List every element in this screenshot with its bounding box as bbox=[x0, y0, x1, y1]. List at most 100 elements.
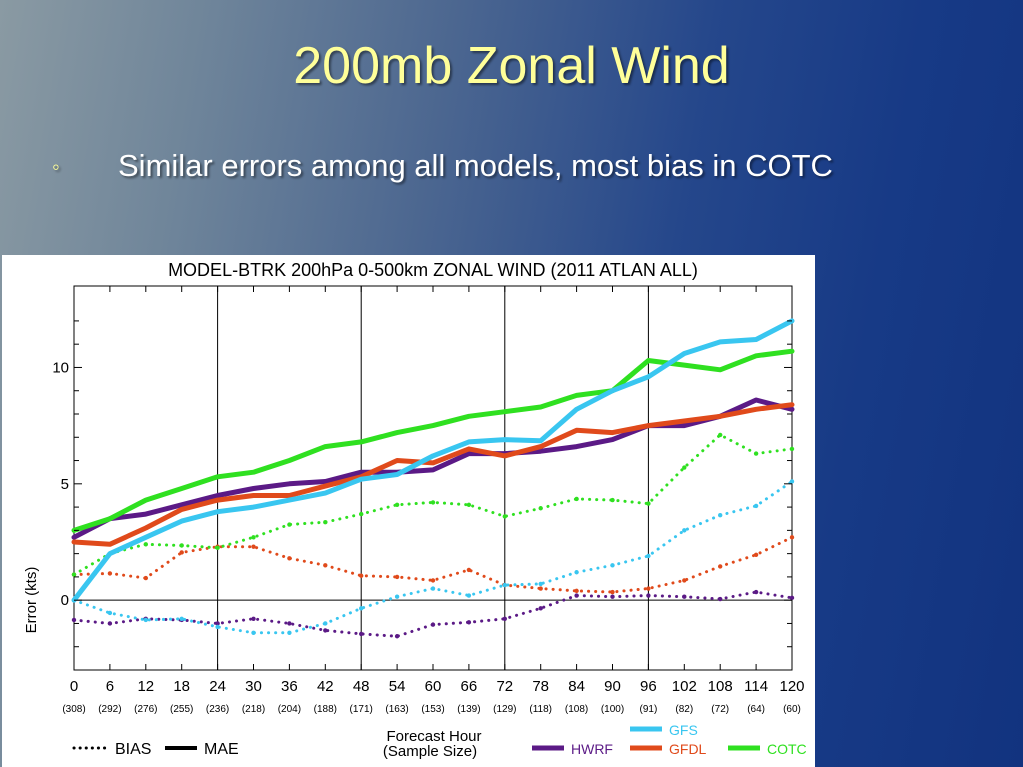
bias-point-hwrf bbox=[753, 589, 759, 595]
legend-label-gfs: GFS bbox=[669, 722, 698, 738]
bias-point-gfdl bbox=[251, 544, 256, 549]
sample-size-label: (153) bbox=[421, 704, 444, 715]
legend-bias-label: BIAS bbox=[115, 741, 151, 758]
bias-point-cotc bbox=[215, 545, 220, 551]
sample-size-label: (60) bbox=[783, 704, 801, 715]
bias-point-gfs bbox=[466, 593, 472, 598]
bias-point-hwrf bbox=[251, 616, 256, 621]
bias-point-gfs bbox=[251, 630, 256, 635]
sample-size-label: (236) bbox=[206, 704, 229, 715]
bullet-text: Similar errors among all models, most bi… bbox=[118, 148, 833, 183]
bias-point-cotc bbox=[466, 502, 472, 507]
bias-point-gfs bbox=[502, 582, 507, 588]
bias-point-cotc bbox=[538, 506, 543, 511]
mae-line-hwrf bbox=[71, 397, 795, 540]
y-tick-label: 5 bbox=[61, 476, 69, 493]
legend-label-gfdl: GFDL bbox=[669, 741, 707, 757]
x-tick-label: 42 bbox=[317, 678, 334, 695]
bias-point-gfs bbox=[682, 528, 687, 533]
bias-point-cotc bbox=[359, 511, 364, 517]
bias-point-cotc bbox=[610, 497, 615, 503]
bias-point-gfdl bbox=[179, 550, 184, 555]
x-tick-label: 90 bbox=[604, 678, 621, 695]
x-tick-label: 114 bbox=[744, 678, 768, 695]
bias-point-gfdl bbox=[718, 564, 723, 569]
bias-point-gfdl bbox=[682, 578, 687, 583]
bias-point-hwrf bbox=[574, 593, 579, 598]
sample-size-label: (118) bbox=[529, 704, 552, 715]
bias-point-gfs bbox=[430, 586, 436, 591]
x-tick-label: 48 bbox=[353, 678, 370, 695]
y-axis-label: Error (kts) bbox=[23, 567, 40, 634]
bias-point-gfdl bbox=[287, 556, 292, 561]
bias-point-gfdl bbox=[359, 573, 364, 578]
sample-size-label: (139) bbox=[457, 704, 480, 715]
bias-point-hwrf bbox=[718, 596, 723, 602]
bias-point-cotc bbox=[179, 543, 184, 548]
bias-point-gfs bbox=[538, 581, 543, 587]
error-chart: MODEL-BTRK 200hPa 0-500km ZONAL WIND (20… bbox=[23, 260, 807, 760]
legend: BIAS MAE HWRF GFDL COTC GFS bbox=[72, 722, 807, 758]
bias-point-gfs bbox=[753, 503, 759, 509]
bias-point-cotc bbox=[394, 502, 400, 507]
chart-title: MODEL-BTRK 200hPa 0-500km ZONAL WIND (20… bbox=[168, 260, 698, 280]
bias-point-hwrf bbox=[430, 622, 436, 627]
sample-size-label: (188) bbox=[314, 704, 337, 715]
sample-size-label: (218) bbox=[242, 704, 265, 715]
x-tick-label: 108 bbox=[708, 678, 733, 695]
bias-point-hwrf bbox=[610, 594, 615, 599]
bias-point-gfdl bbox=[753, 552, 759, 557]
bias-point-gfdl bbox=[538, 586, 543, 591]
bias-point-gfs bbox=[394, 594, 400, 599]
bias-point-cotc bbox=[574, 496, 579, 502]
x-tick-label: 120 bbox=[779, 678, 804, 695]
bias-point-gfdl bbox=[610, 589, 615, 595]
y-tick-label: 0 bbox=[61, 592, 69, 609]
mae-series bbox=[71, 318, 795, 603]
y-axis: 0 5 10 bbox=[52, 320, 792, 648]
sample-size-label: (171) bbox=[350, 704, 373, 715]
x-axis-label: Forecast Hour bbox=[386, 728, 481, 745]
sample-size-label: (163) bbox=[385, 704, 408, 715]
bias-point-gfdl bbox=[574, 588, 579, 594]
plot-frame bbox=[73, 285, 793, 671]
x-tick-label: 60 bbox=[425, 678, 442, 695]
bias-point-gfdl bbox=[789, 535, 795, 540]
bias-point-cotc bbox=[718, 432, 723, 438]
bias-line-cotc bbox=[72, 433, 794, 577]
mae-line-gfs bbox=[71, 318, 795, 603]
bias-point-cotc bbox=[143, 542, 148, 547]
bias-point-gfdl bbox=[143, 575, 148, 581]
bias-point-hwrf bbox=[359, 631, 364, 637]
bias-point-gfs bbox=[610, 563, 615, 568]
x-tick-label: 54 bbox=[389, 678, 406, 695]
sample-size-label: (100) bbox=[601, 704, 624, 715]
sample-size-label: (82) bbox=[675, 704, 693, 715]
sample-size-label: (72) bbox=[711, 704, 729, 715]
x-tick-label: 78 bbox=[532, 678, 549, 695]
sample-size-label: (91) bbox=[640, 704, 658, 715]
mae-line-gfdl bbox=[71, 402, 795, 547]
bias-point-gfdl bbox=[646, 586, 651, 591]
bias-point-cotc bbox=[71, 572, 77, 577]
bias-point-gfs bbox=[789, 479, 795, 484]
sample-size-label: (292) bbox=[98, 704, 121, 715]
sample-size-label: (204) bbox=[278, 704, 301, 715]
sample-size-label: (129) bbox=[493, 704, 516, 715]
x-tick-label: 84 bbox=[568, 678, 585, 695]
bias-point-gfs bbox=[574, 570, 579, 575]
bias-point-gfdl bbox=[466, 567, 472, 573]
bias-point-hwrf bbox=[502, 616, 507, 621]
slide-title: 200mb Zonal Wind bbox=[293, 37, 730, 95]
x-tick-label: 0 bbox=[70, 678, 78, 695]
sample-size-label: (108) bbox=[565, 704, 588, 715]
bias-point-cotc bbox=[789, 446, 795, 452]
bias-point-hwrf bbox=[682, 594, 687, 599]
bias-point-cotc bbox=[753, 451, 759, 456]
bias-point-gfs bbox=[287, 630, 292, 635]
bias-point-cotc bbox=[502, 514, 507, 519]
bias-point-cotc bbox=[430, 500, 436, 505]
bias-point-gfdl bbox=[394, 574, 400, 580]
bias-point-hwrf bbox=[107, 621, 113, 626]
bias-point-cotc bbox=[251, 535, 256, 540]
